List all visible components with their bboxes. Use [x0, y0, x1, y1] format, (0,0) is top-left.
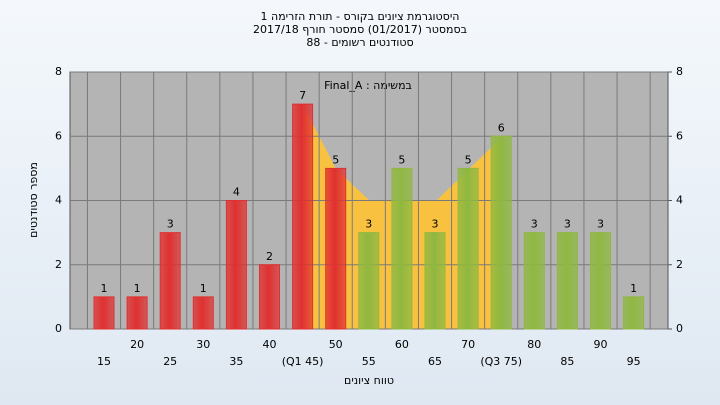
x-tick-label: 60 — [395, 338, 409, 351]
bar — [259, 264, 280, 330]
value-label: 1 — [101, 282, 108, 295]
value-label: 1 — [200, 282, 207, 295]
value-label: 5 — [465, 153, 472, 166]
value-label: 4 — [233, 186, 240, 199]
bar — [391, 167, 413, 330]
bar — [192, 296, 214, 330]
x-tick-label: 50 — [329, 338, 343, 351]
value-label: 7 — [299, 89, 306, 102]
chart-subtitle: סטודנטים רשומים - 88 — [306, 36, 413, 49]
value-label: 3 — [597, 218, 604, 231]
x-tick-label: 30 — [196, 338, 210, 351]
x-tick-label: 35 — [229, 355, 243, 368]
bar — [523, 232, 545, 330]
value-label: 1 — [630, 282, 637, 295]
bar — [623, 296, 645, 330]
x-tick-label: 65 — [428, 355, 442, 368]
x-tick-label: 80 — [527, 338, 541, 351]
y-tick-label: 2 — [55, 258, 62, 271]
x-tick-label: 95 — [627, 355, 641, 368]
x-tick-label: 85 — [560, 355, 574, 368]
y2-tick-label: 8 — [676, 65, 683, 78]
bar — [93, 296, 115, 330]
x-tick-label: 40 — [263, 338, 277, 351]
y2-tick-label: 0 — [676, 322, 683, 335]
value-label: 1 — [134, 282, 141, 295]
x-tick-label: 20 — [130, 338, 144, 351]
x-tick-label: 25 — [163, 355, 177, 368]
x-tick-label: 70 — [461, 338, 475, 351]
value-label: 5 — [332, 153, 339, 166]
x-tick-label: 15 — [97, 355, 111, 368]
bar — [325, 167, 347, 330]
value-label: 2 — [266, 250, 273, 263]
bar — [159, 232, 181, 330]
y-axis-label: מספר סטודנטים — [27, 162, 40, 238]
y-tick-label: 0 — [55, 322, 62, 335]
x-axis-label: טווח ציונים — [344, 374, 394, 387]
y2-tick-label: 6 — [676, 129, 683, 142]
bar — [556, 232, 578, 330]
y-tick-label: 8 — [55, 65, 62, 78]
x-tick-label: 55 — [362, 355, 376, 368]
bar — [292, 103, 314, 330]
chart-title: היסטוגרמת ציונים בקורס - תורת הזרימה 1 — [261, 10, 460, 23]
bar — [490, 135, 512, 330]
value-label: 3 — [365, 218, 372, 231]
chart-subtitle: בסמסטר (01/2017) סמסטר חורף 2017/18 — [253, 23, 467, 36]
x-tick-label: 90 — [594, 338, 608, 351]
bar — [358, 232, 380, 330]
bar — [457, 167, 479, 330]
value-label: 6 — [498, 121, 505, 134]
x-tick-label: (Q3 75) — [480, 355, 522, 368]
y-tick-label: 4 — [55, 194, 62, 207]
x-tick-label: (Q1 45) — [282, 355, 324, 368]
value-label: 3 — [432, 218, 439, 231]
y2-tick-label: 4 — [676, 194, 683, 207]
bar — [424, 232, 446, 330]
annotation: במשימה : Final_A — [324, 79, 412, 92]
bar — [225, 200, 247, 330]
value-label: 5 — [398, 153, 405, 166]
value-label: 3 — [531, 218, 538, 231]
y-tick-label: 6 — [55, 129, 62, 142]
bar — [126, 296, 148, 330]
y2-tick-label: 2 — [676, 258, 683, 271]
bar — [590, 232, 611, 330]
value-label: 3 — [167, 218, 174, 231]
value-label: 3 — [564, 218, 571, 231]
